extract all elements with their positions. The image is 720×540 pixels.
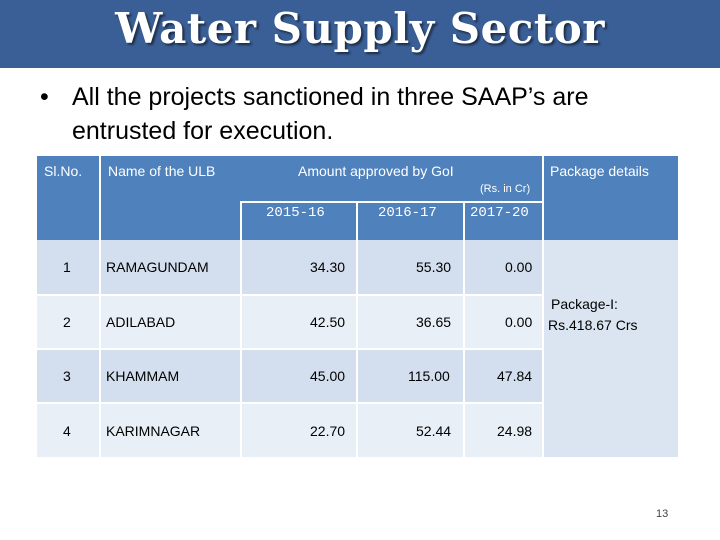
row-amount-2017-20: 24.98 (497, 423, 533, 439)
row-divider (37, 402, 543, 404)
bullet-icon: • (40, 83, 49, 111)
row-divider (37, 348, 543, 350)
header-ulb-name: Name of the ULB (108, 163, 216, 179)
row-divider (37, 294, 543, 296)
row-amount-2016-17: 36.65 (416, 314, 452, 330)
slide-title: Water Supply Sector (115, 4, 605, 53)
header-package: Package details (550, 163, 649, 179)
header-divider (241, 201, 543, 203)
row-amount-2016-17: 52.44 (416, 423, 452, 439)
package-amount: Rs.418.67 Crs (548, 317, 638, 333)
row-sl-no: 2 (63, 314, 71, 330)
header-sl-no: Sl.No. (44, 163, 83, 179)
row-ulb-name: KHAMMAM (106, 368, 180, 384)
row-amount-2015-16: 22.70 (310, 423, 346, 439)
row-amount-2017-20: 0.00 (505, 259, 533, 275)
years-header-band (241, 203, 543, 240)
year-header-2: 2016-17 (378, 205, 437, 221)
row-amount-2016-17: 115.00 (408, 368, 450, 384)
header-divider (356, 201, 358, 240)
row-sl-no: 3 (63, 368, 71, 384)
title-bar (0, 0, 720, 68)
row-sl-no: 4 (63, 423, 71, 439)
header-amount: Amount approved by GoI (298, 163, 454, 179)
bullet-text: All the projects sanctioned in three SAA… (72, 83, 589, 145)
page-number: 13 (656, 508, 669, 520)
header-units: (Rs. in Cr) (480, 183, 531, 195)
package-cell (543, 240, 678, 457)
header-divider (99, 156, 101, 240)
row-amount-2017-20: 0.00 (505, 314, 533, 330)
row-amount-2016-17: 55.30 (416, 259, 452, 275)
row-amount-2017-20: 47.84 (497, 368, 533, 384)
row-amount-2015-16: 34.30 (310, 259, 346, 275)
row-sl-no: 1 (63, 259, 71, 275)
row-ulb-name: ADILABAD (106, 314, 176, 330)
row-amount-2015-16: 42.50 (310, 314, 346, 330)
package-title: Package-I: (551, 296, 618, 312)
year-header-1: 2015-16 (266, 205, 325, 221)
header-divider (542, 156, 544, 240)
row-amount-2015-16: 45.00 (310, 368, 346, 384)
row-divider (542, 240, 544, 457)
year-header-3: 2017-20 (470, 205, 529, 221)
row-ulb-name: RAMAGUNDAM (106, 259, 209, 275)
header-divider (463, 201, 465, 240)
row-ulb-name: KARIMNAGAR (106, 423, 201, 439)
header-divider (240, 201, 242, 240)
